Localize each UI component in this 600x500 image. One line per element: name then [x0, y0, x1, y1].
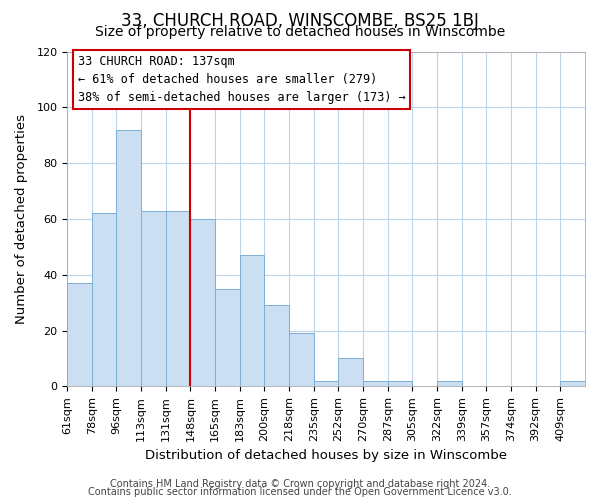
Bar — [437, 380, 462, 386]
Bar — [560, 380, 585, 386]
Bar — [338, 358, 363, 386]
Bar — [190, 219, 215, 386]
Bar — [166, 210, 190, 386]
Bar — [67, 283, 92, 387]
Bar — [92, 214, 116, 386]
Text: 33 CHURCH ROAD: 137sqm
← 61% of detached houses are smaller (279)
38% of semi-de: 33 CHURCH ROAD: 137sqm ← 61% of detached… — [77, 55, 405, 104]
Bar — [289, 334, 314, 386]
Text: 33, CHURCH ROAD, WINSCOMBE, BS25 1BJ: 33, CHURCH ROAD, WINSCOMBE, BS25 1BJ — [121, 12, 479, 30]
Bar — [215, 288, 240, 386]
Text: Contains HM Land Registry data © Crown copyright and database right 2024.: Contains HM Land Registry data © Crown c… — [110, 479, 490, 489]
Bar — [240, 255, 265, 386]
Y-axis label: Number of detached properties: Number of detached properties — [15, 114, 28, 324]
Bar — [265, 306, 289, 386]
Bar — [141, 210, 166, 386]
Bar — [116, 130, 141, 386]
Bar — [363, 380, 388, 386]
Text: Size of property relative to detached houses in Winscombe: Size of property relative to detached ho… — [95, 25, 505, 39]
Bar — [314, 380, 338, 386]
Bar — [388, 380, 412, 386]
Text: Contains public sector information licensed under the Open Government Licence v3: Contains public sector information licen… — [88, 487, 512, 497]
X-axis label: Distribution of detached houses by size in Winscombe: Distribution of detached houses by size … — [145, 450, 507, 462]
